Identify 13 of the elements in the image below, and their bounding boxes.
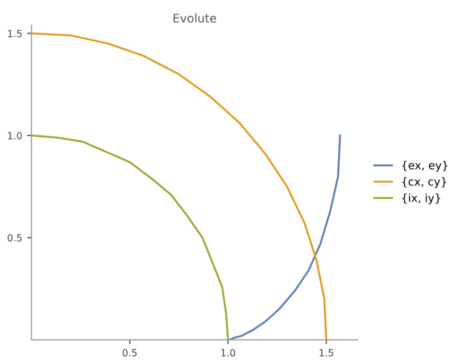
y-tick-label: 1.0: [8, 132, 22, 140]
y-tick-label: 1.5: [8, 30, 22, 38]
y-tick-label: 0.5: [8, 234, 22, 242]
line-series: [227, 134, 342, 340]
x-tick-label: 1.5: [320, 349, 334, 356]
line-series: [32, 134, 230, 340]
legend-label: {ix, iy}: [402, 193, 440, 204]
x-tick-label: 1.0: [221, 349, 236, 356]
legend-label: {ex, ey}: [402, 160, 448, 172]
legend-label: {cx, cy}: [402, 177, 446, 188]
x-tick-label: 0.5: [122, 349, 137, 356]
chart-title: Evolute: [174, 13, 216, 23]
line-series: [32, 32, 328, 340]
